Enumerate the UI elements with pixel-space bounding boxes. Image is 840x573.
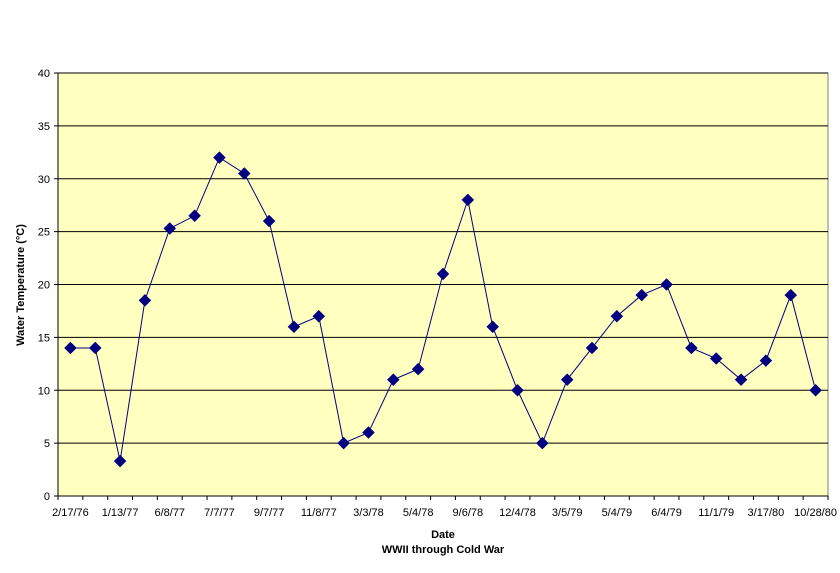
y-axis-title: Water Temperature (°C) xyxy=(15,224,27,346)
data-point xyxy=(759,354,773,367)
data-point xyxy=(784,288,798,302)
x-tick-label: 10/28/80 xyxy=(794,507,837,519)
data-point xyxy=(386,373,400,387)
data-point xyxy=(163,222,177,235)
x-tick-label: 6/4/79 xyxy=(651,507,682,519)
data-point xyxy=(610,309,624,323)
y-tick-label: 20 xyxy=(38,280,50,292)
x-tick-label: 9/7/77 xyxy=(254,507,285,519)
data-point xyxy=(411,362,425,376)
data-point xyxy=(461,193,475,207)
data-point xyxy=(287,320,301,334)
x-tick-label: 2/17/76 xyxy=(52,507,89,519)
x-tick-label: 3/5/79 xyxy=(552,507,583,519)
data-point xyxy=(585,341,599,355)
y-tick-label: 30 xyxy=(38,174,50,186)
y-tick-label: 35 xyxy=(38,121,50,133)
data-point xyxy=(312,309,326,323)
x-tick-label: 6/8/77 xyxy=(154,507,185,519)
data-point xyxy=(213,151,226,164)
x-axis-title: Date xyxy=(431,529,455,541)
y-tick-label: 25 xyxy=(38,227,50,239)
x-tick-label: 11/1/79 xyxy=(698,507,734,519)
data-point xyxy=(635,288,649,302)
y-axis-ticks: 0 5 10 15 20 25 30 35 40 xyxy=(38,68,58,503)
data-point xyxy=(88,341,102,355)
data-point xyxy=(138,294,152,307)
data-point xyxy=(337,436,350,450)
data-point xyxy=(237,167,251,180)
gridlines xyxy=(58,72,828,444)
data-point xyxy=(362,426,375,439)
y-tick-label: 40 xyxy=(38,68,50,80)
data-point xyxy=(262,214,276,228)
data-point xyxy=(511,383,524,397)
y-tick-label: 10 xyxy=(38,385,50,397)
x-tick-label: 9/6/78 xyxy=(453,507,484,519)
data-point xyxy=(64,341,77,355)
x-tick-label: 3/17/80 xyxy=(748,507,785,519)
data-point xyxy=(685,341,698,355)
data-point xyxy=(113,454,127,468)
y-tick-label: 5 xyxy=(44,438,50,450)
data-point xyxy=(436,267,450,281)
data-point xyxy=(809,383,822,397)
series-layer xyxy=(64,151,822,468)
data-point xyxy=(486,320,500,334)
x-tick-label: 12/4/78 xyxy=(499,507,536,519)
x-axis-ticks: 2/17/76 1/13/77 6/8/77 7/7/77 9/7/77 11/8/77 3… xyxy=(52,496,837,519)
data-point xyxy=(536,436,549,450)
data-point xyxy=(660,278,673,291)
data-point xyxy=(188,209,201,223)
data-point xyxy=(734,373,748,387)
x-tick-label: 5/4/78 xyxy=(403,507,434,519)
data-point xyxy=(709,352,723,365)
x-tick-label: 7/7/77 xyxy=(204,507,235,519)
y-tick-label: 15 xyxy=(38,332,50,344)
x-tick-label: 5/4/79 xyxy=(602,507,633,519)
x-tick-label: 1/13/77 xyxy=(102,507,139,519)
x-axis-subtitle: WWII through Cold War xyxy=(382,544,505,556)
y-tick-label: 0 xyxy=(44,491,50,503)
data-point xyxy=(560,373,574,387)
x-tick-label: 11/8/77 xyxy=(301,507,337,519)
x-tick-label: 3/3/78 xyxy=(353,507,384,519)
